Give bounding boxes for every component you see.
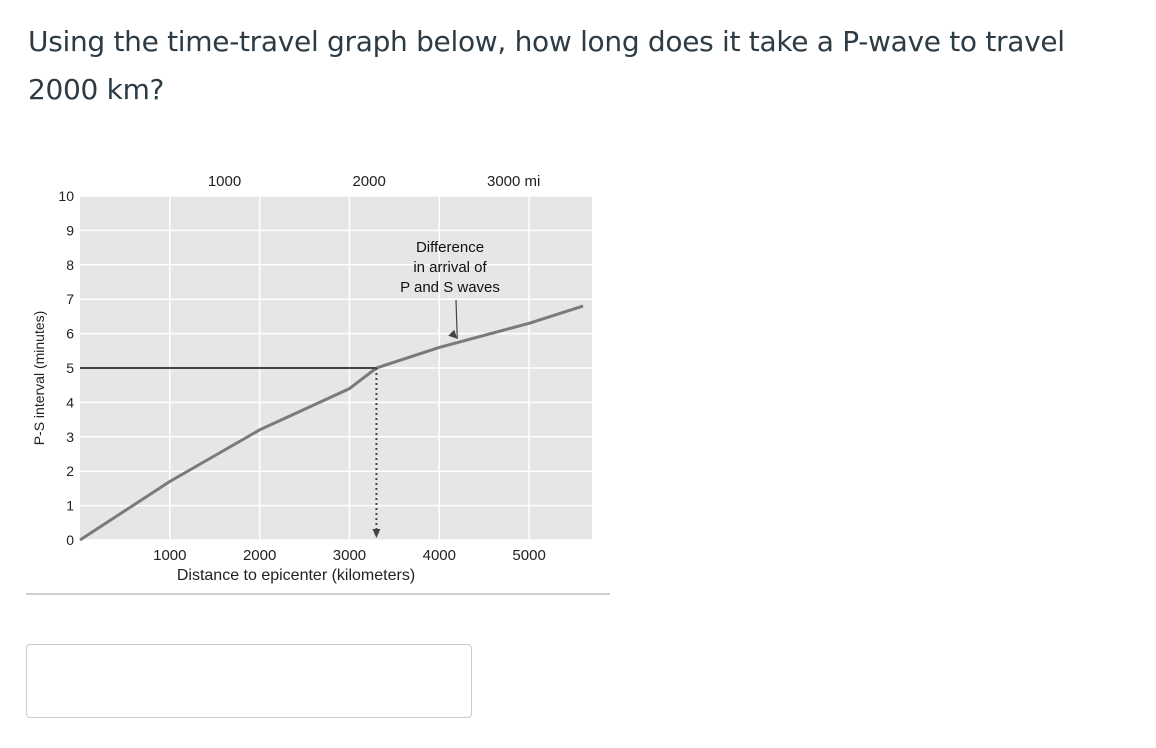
x-tick-label: 2000 [243, 547, 276, 564]
annotation-pointer [455, 299, 458, 339]
y-tick-label: 2 [66, 463, 74, 479]
y-tick-label: 6 [66, 326, 74, 342]
y-tick-label: 3 [66, 429, 74, 445]
question-text: Using the time-travel graph below, how l… [28, 25, 1065, 106]
answer-input[interactable] [27, 645, 471, 717]
top-axis-tick-label: 3000 mi [487, 173, 540, 190]
y-tick-label: 7 [66, 291, 74, 307]
chart-svg: 0 1 2 3 4 5 6 7 8 9 10 1000 2000 3000 4000 5000 1000 2000… [26, 160, 610, 596]
x-tick-label: 4000 [423, 547, 456, 564]
time-travel-graph: 0 1 2 3 4 5 6 7 8 9 10 1000 2000 3000 4000 5000 1000 2000… [26, 160, 610, 596]
top-axis-tick-label: 2000 [352, 173, 385, 190]
y-tick-label: 1 [66, 498, 74, 514]
annotation-text: in arrival of [413, 259, 487, 276]
y-tick-label: 0 [66, 532, 74, 548]
x-tick-label: 5000 [512, 547, 545, 564]
annotation-text: P and S waves [400, 279, 500, 296]
annotation-text: Difference [416, 239, 484, 256]
y-tick-label: 4 [66, 394, 74, 410]
reference-arrowhead [372, 529, 381, 538]
y-tick-label: 8 [66, 257, 74, 273]
answer-box[interactable] [26, 644, 472, 718]
y-tick-label: 5 [66, 360, 74, 376]
x-axis-title: Distance to epicenter (kilometers) [177, 567, 415, 584]
y-axis-title: P-S interval (minutes) [31, 311, 47, 446]
x-tick-label: 3000 [333, 547, 366, 564]
travel-time-curve [79, 304, 584, 542]
y-tick-label: 9 [66, 222, 74, 238]
x-tick-label: 1000 [153, 547, 186, 564]
top-axis-tick-label: 1000 [208, 173, 241, 190]
y-tick-label: 10 [58, 188, 74, 204]
annotation-arrowhead [448, 329, 458, 339]
